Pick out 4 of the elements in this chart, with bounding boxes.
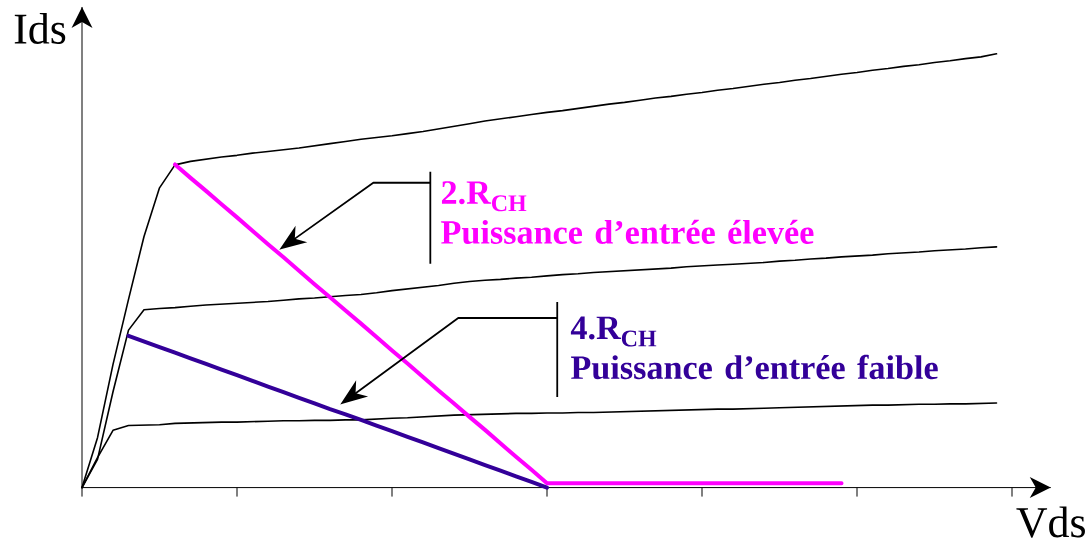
text: 2.R$_{CH}$ Puissance d’entrée élevée (441, 181, 814, 245)
text: 4.R$_{CH}$ Puissance d’entrée faible (570, 316, 938, 380)
y-axis-title: Ids (14, 13, 66, 44)
x-axis-title: Vds (1016, 506, 1085, 538)
